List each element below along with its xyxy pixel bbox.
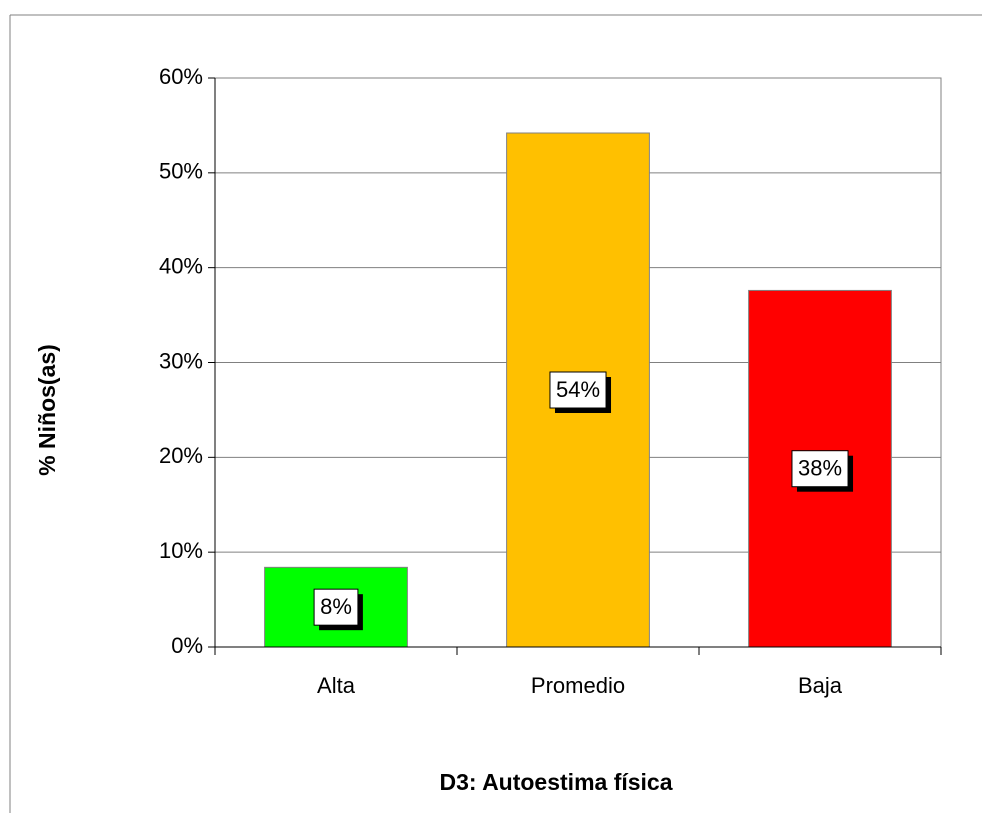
x-axis-title: D3: Autoestima física — [439, 769, 672, 795]
x-tick-label: Promedio — [531, 673, 625, 698]
data-label: 38% — [798, 456, 842, 481]
y-tick-label: 40% — [159, 253, 203, 278]
y-tick-label: 30% — [159, 348, 203, 373]
y-tick-label: 20% — [159, 443, 203, 468]
data-label-box — [549, 371, 607, 409]
x-tick-label: Baja — [798, 673, 843, 698]
y-tick-label: 60% — [159, 64, 203, 89]
y-tick-label: 0% — [171, 633, 203, 658]
y-tick-label: 50% — [159, 159, 203, 184]
y-axis-title: % Niños(as) — [34, 344, 60, 476]
data-label-box — [791, 450, 849, 488]
y-tick-label: 10% — [159, 538, 203, 563]
x-tick-label: Alta — [317, 673, 356, 698]
data-label: 54% — [556, 377, 600, 402]
data-label: 8% — [320, 594, 352, 619]
data-label-box — [313, 588, 359, 626]
